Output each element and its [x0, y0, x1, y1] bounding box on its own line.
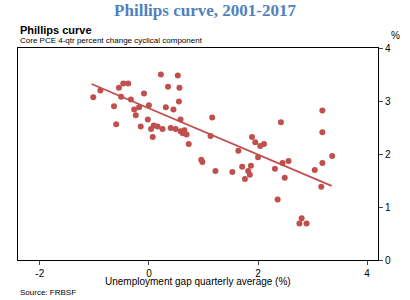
svg-text:%: %: [391, 30, 400, 41]
svg-text:0: 0: [385, 255, 391, 266]
svg-text:Unemployment gap quarterly ave: Unemployment gap quarterly average (%): [105, 276, 291, 287]
svg-text:-2: -2: [35, 268, 44, 279]
svg-text:2: 2: [385, 149, 391, 160]
svg-text:4: 4: [385, 43, 391, 54]
svg-text:3: 3: [385, 96, 391, 107]
svg-text:1: 1: [385, 202, 391, 213]
svg-text:0: 0: [146, 268, 152, 279]
svg-text:Core PCE 4-qtr percent change: Core PCE 4-qtr percent change cyclical c…: [20, 36, 203, 45]
svg-text:Phillips curve, 2001-2017: Phillips curve, 2001-2017: [114, 1, 296, 20]
svg-text:Phillips curve: Phillips curve: [20, 24, 92, 36]
svg-text:2: 2: [255, 268, 261, 279]
svg-text:4: 4: [364, 268, 370, 279]
svg-text:Source: FRBSF: Source: FRBSF: [20, 288, 76, 297]
